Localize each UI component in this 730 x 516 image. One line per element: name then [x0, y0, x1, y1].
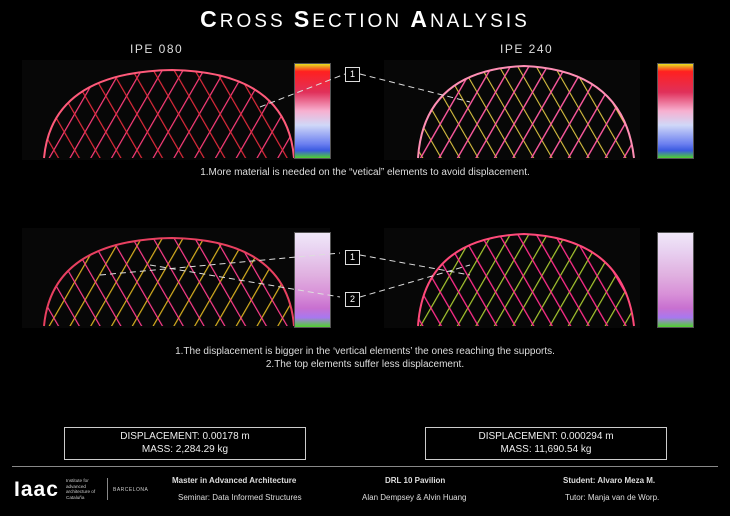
- mass-value-left: MASS: 2,284.29 kg: [141, 444, 229, 455]
- iaac-logo: Iaac: [14, 478, 59, 501]
- dome-render-bottom-left: [43, 236, 295, 327]
- callout-lines-bottom: [99, 252, 471, 298]
- displacement-value-right: DISPLACEMENT: 0.000294 m: [478, 431, 614, 442]
- page-title: CROSS SECTION ANALYSIS: [200, 6, 530, 32]
- dome-render-top-left: [43, 68, 295, 159]
- project-name: DRL 10 Pavilion: [385, 476, 446, 485]
- label-ipe-080: IPE 080: [130, 42, 184, 56]
- analysis-panel-top-left: [22, 60, 330, 160]
- color-legend-bottom-left: [294, 232, 331, 328]
- dome-render-top-right: [417, 64, 635, 159]
- mass-value-right: MASS: 11,690.54 kg: [500, 444, 592, 455]
- result-box-right: DISPLACEMENT: 0.000294 m MASS: 11,690.54…: [425, 427, 667, 460]
- authors: Alan Dempsey & Alvin Huang: [362, 493, 467, 502]
- color-legend-top-left: [294, 63, 331, 159]
- analysis-panel-bottom-right: [384, 228, 640, 328]
- note-row1: 1.More material is needed on the “vetica…: [200, 167, 530, 178]
- logo-subtitle: Institute for advanced architecture of C…: [66, 478, 96, 500]
- note-row2-line2: 2.The top elements suffer less displacem…: [265, 359, 465, 370]
- callout-lines-top: [259, 73, 471, 108]
- analysis-panel-bottom-left: [22, 228, 330, 328]
- callout-marker-2-bottom: 2: [345, 292, 360, 307]
- analysis-panel-top-right: [384, 60, 640, 160]
- note-row2-line1: 1.The displacement is bigger in the ‘ver…: [175, 346, 555, 357]
- footer-divider: [12, 466, 718, 467]
- seminar-name: Seminar: Data Informed Structures: [178, 493, 302, 502]
- dome-render-bottom-right: [417, 232, 635, 327]
- logo-divider: [107, 478, 108, 500]
- result-box-left: DISPLACEMENT: 0.00178 m MASS: 2,284.29 k…: [64, 427, 306, 460]
- tutor-name: Tutor: Manja van de Worp.: [565, 493, 660, 502]
- label-ipe-240: IPE 240: [500, 42, 554, 56]
- callout-marker-1-bottom: 1: [345, 250, 360, 265]
- color-legend-top-right: [657, 63, 694, 159]
- program-name: Master in Advanced Architecture: [172, 476, 297, 485]
- city-label: BARCELONA: [113, 487, 149, 493]
- displacement-value-left: DISPLACEMENT: 0.00178 m: [120, 431, 250, 442]
- callout-marker-1-top: 1: [345, 67, 360, 82]
- color-legend-bottom-right: [657, 232, 694, 328]
- student-name: Student: Alvaro Meza M.: [563, 476, 656, 485]
